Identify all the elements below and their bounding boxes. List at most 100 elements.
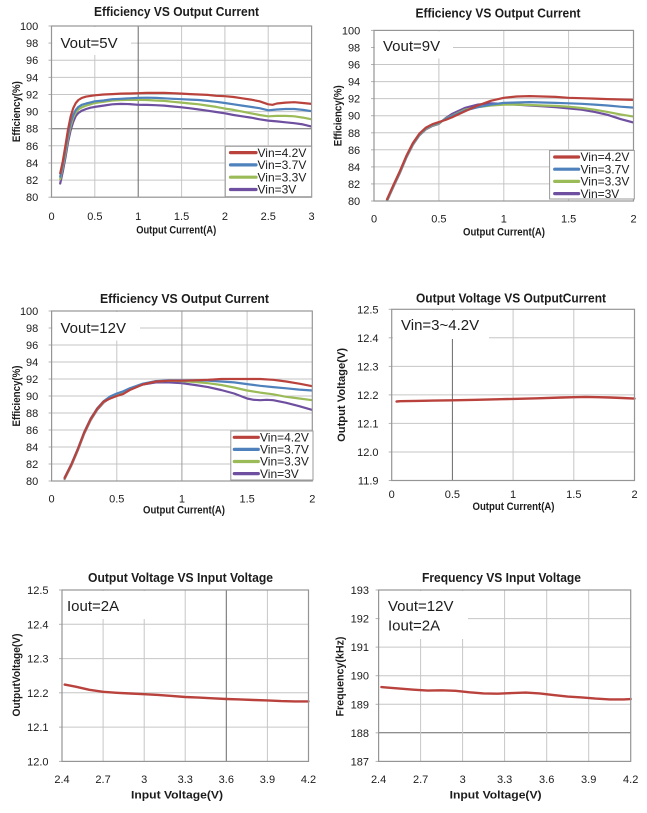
- svg-text:Vin=3.7V: Vin=3.7V: [260, 443, 309, 457]
- svg-text:Vin=3V: Vin=3V: [581, 187, 620, 201]
- svg-text:Vin=3.3V: Vin=3.3V: [258, 170, 307, 184]
- svg-text:80: 80: [26, 192, 38, 204]
- svg-text:80: 80: [348, 196, 360, 208]
- svg-text:Output Current(A): Output Current(A): [463, 227, 545, 239]
- svg-text:Output Current(A): Output Current(A): [136, 225, 216, 237]
- svg-text:90: 90: [348, 111, 360, 123]
- svg-text:92: 92: [348, 94, 360, 106]
- svg-text:12.3: 12.3: [357, 361, 378, 373]
- svg-text:2.7: 2.7: [413, 774, 428, 786]
- svg-text:190: 190: [351, 671, 369, 683]
- svg-text:96: 96: [26, 55, 38, 67]
- svg-text:12.3: 12.3: [27, 654, 48, 666]
- svg-text:Iout=2A: Iout=2A: [388, 618, 440, 635]
- svg-text:Efficiency(%): Efficiency(%): [11, 365, 23, 426]
- svg-text:3: 3: [309, 211, 315, 223]
- svg-text:98: 98: [348, 42, 360, 54]
- svg-text:2: 2: [222, 211, 228, 223]
- svg-text:Efficiency(%): Efficiency(%): [11, 81, 23, 142]
- svg-text:2.4: 2.4: [371, 774, 386, 786]
- svg-text:Efficiency VS Output Current: Efficiency VS Output Current: [416, 6, 582, 21]
- svg-text:Input Voltage(V): Input Voltage(V): [450, 790, 542, 802]
- svg-text:12.1: 12.1: [357, 418, 378, 430]
- svg-text:86: 86: [26, 425, 38, 437]
- svg-text:1.5: 1.5: [239, 493, 254, 505]
- svg-text:3: 3: [141, 774, 147, 786]
- svg-text:12.4: 12.4: [27, 619, 48, 631]
- svg-text:1.5: 1.5: [566, 489, 581, 501]
- svg-text:0.5: 0.5: [87, 211, 102, 223]
- svg-text:Vin=3V: Vin=3V: [258, 183, 297, 197]
- svg-text:4.2: 4.2: [623, 774, 638, 786]
- svg-text:88: 88: [348, 128, 360, 140]
- svg-text:OutputVoltage(V): OutputVoltage(V): [11, 633, 23, 716]
- svg-text:1: 1: [510, 489, 516, 501]
- svg-text:4.2: 4.2: [301, 774, 316, 786]
- svg-text:3.6: 3.6: [219, 774, 234, 786]
- svg-text:3.3: 3.3: [178, 774, 193, 786]
- svg-text:84: 84: [26, 442, 38, 454]
- svg-text:12.0: 12.0: [27, 756, 48, 768]
- svg-text:12.2: 12.2: [27, 688, 48, 700]
- svg-text:Efficiency(%): Efficiency(%): [333, 85, 345, 146]
- svg-text:1: 1: [179, 493, 185, 505]
- svg-text:82: 82: [26, 459, 38, 471]
- svg-text:86: 86: [26, 141, 38, 153]
- svg-text:82: 82: [348, 179, 360, 191]
- svg-text:0.5: 0.5: [445, 489, 460, 501]
- svg-text:0: 0: [371, 214, 377, 226]
- svg-text:88: 88: [26, 124, 38, 136]
- svg-text:Vin=4.2V: Vin=4.2V: [258, 146, 307, 160]
- svg-text:11.9: 11.9: [358, 476, 379, 488]
- svg-text:Output Voltage VS OutputCurren: Output Voltage VS OutputCurrent: [416, 291, 607, 306]
- svg-text:100: 100: [20, 21, 38, 33]
- svg-text:193: 193: [351, 585, 369, 597]
- svg-text:80: 80: [26, 476, 38, 488]
- svg-text:2: 2: [630, 214, 636, 226]
- svg-text:3.9: 3.9: [260, 774, 275, 786]
- svg-text:Frequency VS Input Voltage: Frequency VS Input Voltage: [422, 570, 581, 585]
- svg-text:3.9: 3.9: [581, 774, 596, 786]
- svg-text:Efficiency VS Output Current: Efficiency VS Output Current: [100, 291, 270, 306]
- svg-text:Iout=2A: Iout=2A: [67, 598, 119, 615]
- svg-text:2.5: 2.5: [261, 211, 276, 223]
- svg-text:90: 90: [26, 391, 38, 403]
- svg-text:98: 98: [26, 323, 38, 335]
- svg-text:100: 100: [342, 25, 360, 37]
- svg-text:1: 1: [135, 211, 141, 223]
- svg-text:12.1: 12.1: [27, 722, 48, 734]
- svg-text:94: 94: [26, 357, 38, 369]
- svg-text:0: 0: [389, 489, 395, 501]
- svg-text:2: 2: [309, 493, 315, 505]
- svg-text:0.5: 0.5: [109, 493, 124, 505]
- svg-text:Frequency(kHz): Frequency(kHz): [334, 636, 346, 716]
- svg-text:Output Current(A): Output Current(A): [473, 501, 555, 513]
- svg-text:Vout=5V: Vout=5V: [61, 35, 118, 52]
- svg-text:Output Voltage(V): Output Voltage(V): [336, 348, 348, 442]
- svg-text:189: 189: [351, 699, 369, 711]
- svg-text:0.5: 0.5: [431, 214, 446, 226]
- svg-text:Vin=3V: Vin=3V: [260, 467, 299, 481]
- svg-text:Vin=4.2V: Vin=4.2V: [581, 150, 630, 164]
- svg-text:1.5: 1.5: [174, 211, 189, 223]
- svg-text:94: 94: [348, 77, 360, 89]
- svg-text:1.5: 1.5: [561, 214, 576, 226]
- svg-text:3: 3: [460, 774, 466, 786]
- svg-text:Vout=9V: Vout=9V: [383, 38, 440, 55]
- svg-text:Efficiency VS Output Current: Efficiency VS Output Current: [94, 4, 260, 19]
- svg-text:100: 100: [20, 306, 38, 318]
- svg-text:2.4: 2.4: [54, 774, 69, 786]
- svg-text:86: 86: [348, 145, 360, 157]
- svg-text:Vout=12V: Vout=12V: [61, 320, 126, 337]
- svg-text:98: 98: [26, 38, 38, 50]
- svg-text:84: 84: [26, 158, 38, 170]
- svg-text:94: 94: [26, 72, 38, 84]
- svg-text:188: 188: [351, 728, 369, 740]
- svg-text:Input Voltage(V): Input Voltage(V): [131, 790, 223, 802]
- svg-text:96: 96: [348, 60, 360, 72]
- svg-text:187: 187: [351, 756, 369, 768]
- svg-text:0: 0: [48, 211, 54, 223]
- svg-text:12.2: 12.2: [357, 390, 378, 402]
- svg-text:92: 92: [26, 374, 38, 386]
- svg-text:Vin=3~4.2V: Vin=3~4.2V: [401, 317, 479, 334]
